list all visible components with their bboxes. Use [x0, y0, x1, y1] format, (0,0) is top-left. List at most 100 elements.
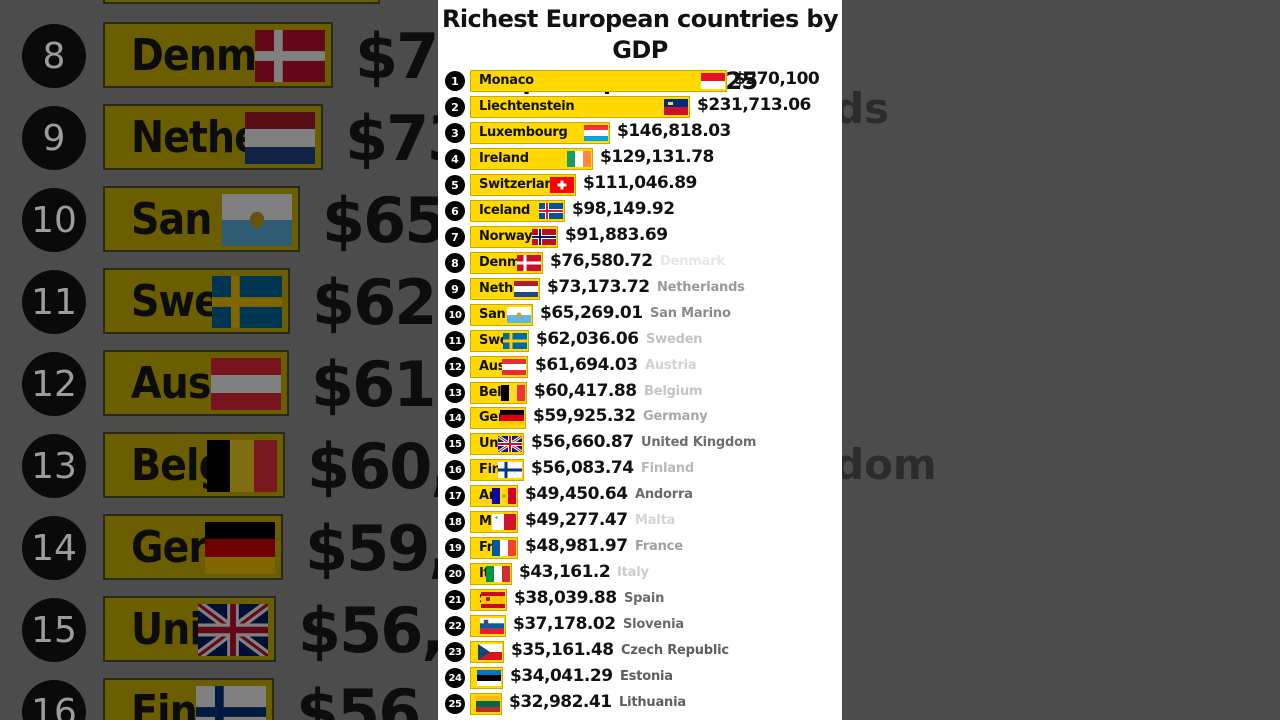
bar [470, 667, 503, 689]
bg-bar-partial [103, 0, 380, 4]
bar: It [470, 563, 512, 585]
bar: An [470, 485, 518, 507]
gdp-value: $111,046.89 [583, 173, 697, 193]
estonia-flag-icon [477, 670, 501, 686]
bg-gdp-value: $56,0 [296, 676, 438, 720]
gdp-value: $98,149.92 [572, 199, 675, 219]
gdp-value: $146,818.03 [617, 121, 731, 141]
bar-label: Monaco [479, 73, 534, 88]
country-name: Sweden [646, 332, 703, 347]
bg-gdp-value: $73 [345, 102, 438, 175]
italy-flag-icon [486, 566, 510, 582]
bar: S [470, 589, 507, 611]
bar-label: Fr [479, 540, 493, 555]
rank-badge: 21 [445, 590, 465, 610]
country-name: Denmark [660, 254, 725, 269]
bg-gdp-value: $62,0 [312, 266, 438, 339]
rank-number: 6 [451, 204, 459, 218]
bg-bar-row: 14 Ger $59,9 [0, 512, 438, 596]
rank-badge: 25 [445, 694, 465, 714]
bar [470, 641, 504, 663]
rank-badge: 5 [445, 175, 465, 195]
gdp-value: $61,694.03 [535, 355, 638, 375]
bar-label: Norway [479, 229, 533, 244]
rank-badge: 19 [445, 538, 465, 558]
bar-label: Aus [479, 359, 506, 374]
bg-rank-number: 9 [42, 117, 66, 159]
bg-belgium-flag-icon [207, 440, 277, 492]
bg-netherlands-flag-icon [245, 112, 315, 164]
bar: Aus [470, 356, 528, 378]
bar: Monaco [470, 70, 727, 92]
bg-bar-row: 10 San $65, [0, 184, 438, 268]
finland-flag-icon [498, 462, 522, 478]
bg-bar-label: Ger [131, 522, 208, 573]
bar-row: 8 Denm $76,580.72 Denmark [438, 251, 842, 276]
bar-row: 24 $34,041.29 Estonia [438, 666, 842, 691]
rank-number: 15 [448, 438, 462, 450]
rank-number: 22 [448, 620, 462, 632]
bar-label: Fin [479, 462, 501, 477]
bg-rank-number: 15 [31, 609, 77, 651]
rank-badge: 7 [445, 227, 465, 247]
bg-bar-row: 16 Fin $56,0 [0, 676, 438, 720]
bar: Belg [470, 382, 527, 404]
bg-bar: Belg [103, 432, 285, 498]
country-name: Italy [617, 565, 649, 580]
rank-number: 5 [451, 178, 459, 192]
bar: Luxembourg [470, 122, 610, 144]
bg-bar-label: San [131, 194, 212, 245]
gdp-value: $65,269.01 [540, 303, 643, 323]
bg-bar-row: 8 Denm $76 [0, 20, 438, 104]
country-name: Czech Republic [621, 643, 729, 658]
bg-gdp-value: $60,4 [307, 430, 438, 503]
bar-label: Nethe [479, 281, 522, 296]
sanmarino-flag-icon [507, 307, 531, 323]
bar-row: 3 Luxembourg $146,818.03 [438, 121, 842, 146]
gdp-value: $43,161.2 [519, 562, 611, 582]
bar: Swe [470, 330, 529, 352]
country-name: Lithuania [619, 695, 686, 710]
country-name: Slovenia [623, 617, 684, 632]
gdp-value: $37,178.02 [513, 614, 616, 634]
bar-row: 25 $32,982.41 Lithuania [438, 692, 842, 717]
rank-number: 16 [448, 464, 462, 476]
rank-badge: 15 [445, 434, 465, 454]
gdp-value: $56,660.87 [531, 432, 634, 452]
rank-number: 19 [448, 542, 462, 554]
bg-bar: Aus [103, 350, 289, 416]
luxembourg-flag-icon [584, 125, 608, 141]
lithuania-flag-icon [476, 696, 500, 712]
rank-badge: 18 [445, 512, 465, 532]
rank-number: 23 [448, 646, 462, 658]
country-name: Spain [624, 591, 665, 606]
bar-label: Iceland [479, 203, 531, 218]
country-name: Germany [643, 409, 708, 424]
bar-row: 21 S $38,039.88 Spain [438, 588, 842, 613]
bar: Nethe [470, 278, 540, 300]
sweden-flag-icon [503, 333, 527, 349]
rank-badge: 13 [445, 383, 465, 403]
bar: Fr [470, 537, 518, 559]
rank-badge: 11 [445, 331, 465, 351]
bar: Denm [470, 252, 543, 274]
ireland-flag-icon [567, 151, 591, 167]
norway-flag-icon [532, 229, 556, 245]
gdp-value: $56,083.74 [531, 458, 634, 478]
rank-badge: 6 [445, 201, 465, 221]
bar-row: 9 Nethe $73,173.72 Netherlands [438, 277, 842, 302]
bg-rank-badge: 16 [22, 680, 86, 720]
country-name: United Kingdom [641, 435, 757, 450]
rank-badge: 14 [445, 408, 465, 428]
bg-gdp-value: $76 [355, 20, 438, 93]
bar: Ger [470, 407, 526, 429]
andorra-flag-icon [492, 488, 516, 504]
rank-badge: 24 [445, 668, 465, 688]
bar-label: Luxembourg [479, 125, 568, 140]
chart-title-line1: Richest European countries by GDP [441, 5, 839, 64]
bg-rank-badge: 12 [22, 352, 86, 416]
country-name: Austria [645, 358, 697, 373]
germany-flag-icon [500, 410, 524, 426]
background-left-zoomed: 8 Denm $76 9 Nethe $73 10 San $65, 11 Sw… [0, 0, 438, 720]
bar-row: 17 An $49,450.64 Andorra [438, 484, 842, 509]
